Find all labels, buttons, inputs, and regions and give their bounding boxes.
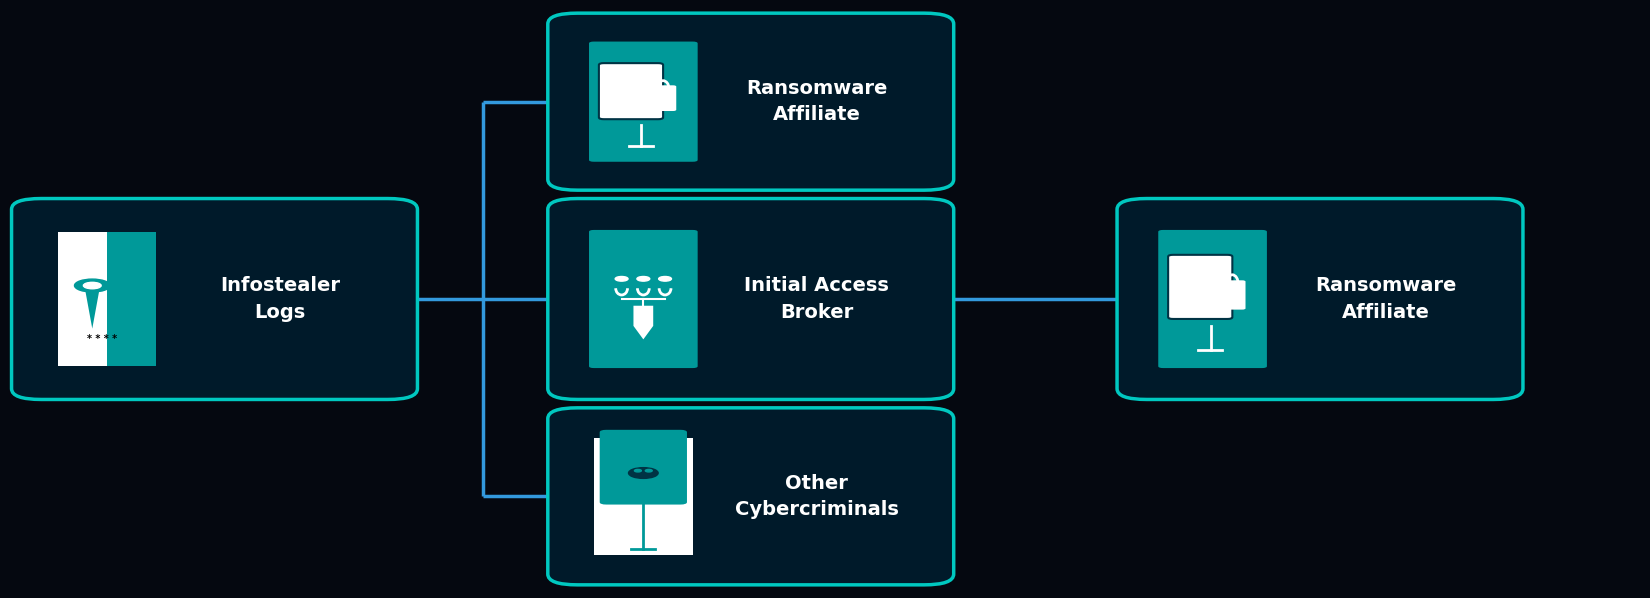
Circle shape [74, 279, 111, 292]
FancyBboxPatch shape [1117, 199, 1523, 399]
FancyBboxPatch shape [548, 408, 954, 585]
FancyBboxPatch shape [634, 474, 653, 477]
Circle shape [615, 276, 629, 281]
FancyBboxPatch shape [548, 199, 954, 399]
Circle shape [658, 276, 672, 281]
Circle shape [629, 468, 658, 478]
Circle shape [637, 276, 650, 281]
Text: Other
Cybercriminals: Other Cybercriminals [734, 474, 899, 519]
FancyBboxPatch shape [599, 430, 686, 505]
FancyBboxPatch shape [1219, 280, 1246, 310]
FancyBboxPatch shape [650, 86, 676, 111]
FancyBboxPatch shape [589, 42, 698, 162]
Polygon shape [634, 306, 653, 340]
FancyBboxPatch shape [1168, 255, 1233, 319]
Polygon shape [84, 286, 101, 329]
FancyBboxPatch shape [589, 230, 698, 368]
FancyBboxPatch shape [599, 63, 663, 119]
Circle shape [84, 282, 101, 289]
Text: Ransomware
Affiliate: Ransomware Affiliate [1315, 276, 1457, 322]
FancyBboxPatch shape [1158, 230, 1267, 368]
Text: Infostealer
Logs: Infostealer Logs [221, 276, 340, 322]
FancyBboxPatch shape [594, 438, 693, 555]
FancyBboxPatch shape [58, 231, 107, 366]
Circle shape [635, 469, 642, 472]
Text: Initial Access
Broker: Initial Access Broker [744, 276, 889, 322]
Text: Ransomware
Affiliate: Ransomware Affiliate [746, 79, 888, 124]
FancyBboxPatch shape [107, 231, 157, 366]
Circle shape [645, 469, 652, 472]
Text: * * * *: * * * * [87, 334, 117, 344]
FancyBboxPatch shape [12, 199, 417, 399]
FancyBboxPatch shape [548, 13, 954, 190]
